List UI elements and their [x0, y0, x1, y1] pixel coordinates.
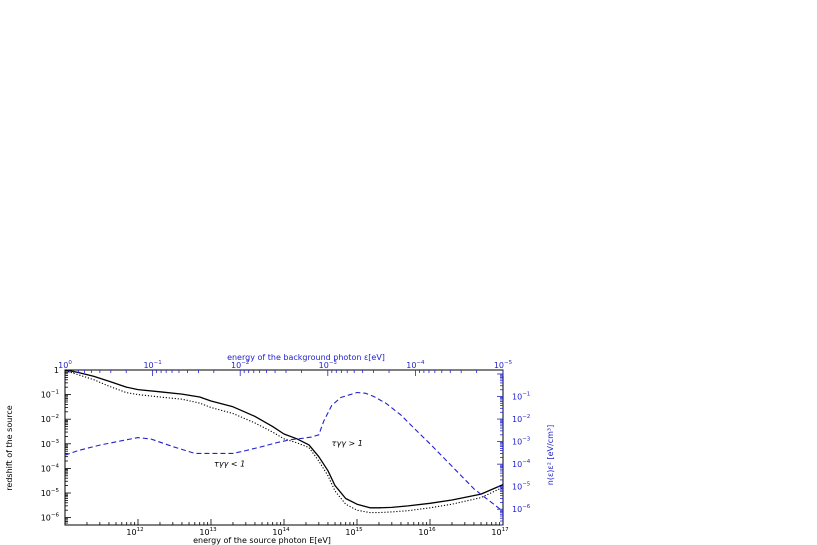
top-axis-ticks: 100 10−1 10−2 10−3 10−4 10−5: [58, 360, 513, 376]
y-axis-title-left: redshift of the source: [5, 405, 14, 491]
x-axis-title-bottom: energy of the source photon E[eV]: [193, 536, 331, 545]
annotation-tau-lt: τγγ < 1: [214, 459, 245, 468]
y-right-tick-label: 10−1: [512, 392, 530, 402]
y-right-tick-label: 10−6: [512, 504, 531, 514]
series-dashed-line: [64, 391, 504, 512]
annotation-tau-gt: τγγ > 1: [332, 439, 363, 448]
series-dotted-line: [64, 369, 504, 514]
y-left-tick-label: 1: [54, 366, 59, 375]
y-right-tick-label: 10−4: [512, 459, 531, 469]
y-right-tick-label: 10−5: [512, 482, 531, 492]
y-right-tick-label: 10−3: [512, 437, 531, 447]
x-top-tick-label: 10−3: [319, 360, 338, 370]
x-top-tick-label: 10−5: [494, 360, 513, 370]
y-left-tick-label: 10−3: [41, 439, 60, 449]
x-axis-title-top: energy of the background photon ε[eV]: [227, 353, 385, 362]
x-bottom-tick-label: 1012: [126, 527, 143, 537]
bottom-axis-ticks: 1012 1013 1014 1015 1016 1017: [64, 519, 509, 537]
x-bottom-tick-label: 1016: [418, 527, 436, 537]
y-axis-title-right: n(ε)ε² [eV/cm³]: [546, 425, 555, 485]
x-bottom-tick-label: 1014: [272, 527, 290, 537]
x-top-tick-label: 10−1: [143, 360, 161, 370]
annotation-layer: τγγ > 1 τγγ < 1: [214, 439, 363, 468]
y-left-tick-label: 10−6: [41, 513, 60, 523]
series-layer: [64, 369, 504, 514]
x-top-tick-label: 10−2: [231, 360, 249, 370]
x-top-tick-label: 100: [58, 360, 72, 370]
y-left-tick-label: 10−4: [41, 463, 60, 473]
x-bottom-tick-label: 1017: [491, 527, 509, 537]
x-bottom-tick-label: 1013: [199, 527, 217, 537]
y-left-tick-label: 10−2: [41, 414, 59, 424]
y-left-tick-label: 10−1: [41, 390, 59, 400]
x-top-tick-label: 10−4: [406, 360, 425, 370]
series-solid-line: [64, 369, 504, 509]
right-axis-ticks: 10−1 10−2 10−3 10−4 10−5 10−6: [497, 373, 531, 526]
y-right-tick-label: 10−2: [512, 414, 530, 424]
x-bottom-tick-label: 1015: [345, 527, 363, 537]
left-axis-ticks: 1 10−1 10−2 10−3 10−4 10−5 10−6: [41, 366, 71, 526]
y-left-tick-label: 10−5: [41, 488, 60, 498]
